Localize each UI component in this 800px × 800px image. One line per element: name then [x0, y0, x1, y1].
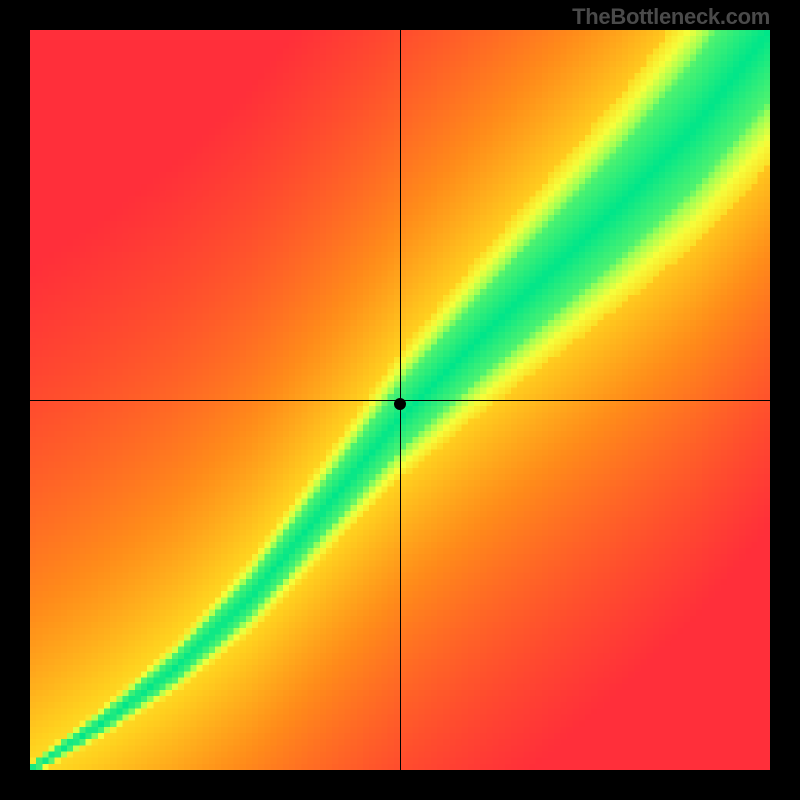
watermark-text: TheBottleneck.com: [572, 4, 770, 30]
chart-container: TheBottleneck.com: [0, 0, 800, 800]
data-point-marker: [394, 398, 406, 410]
